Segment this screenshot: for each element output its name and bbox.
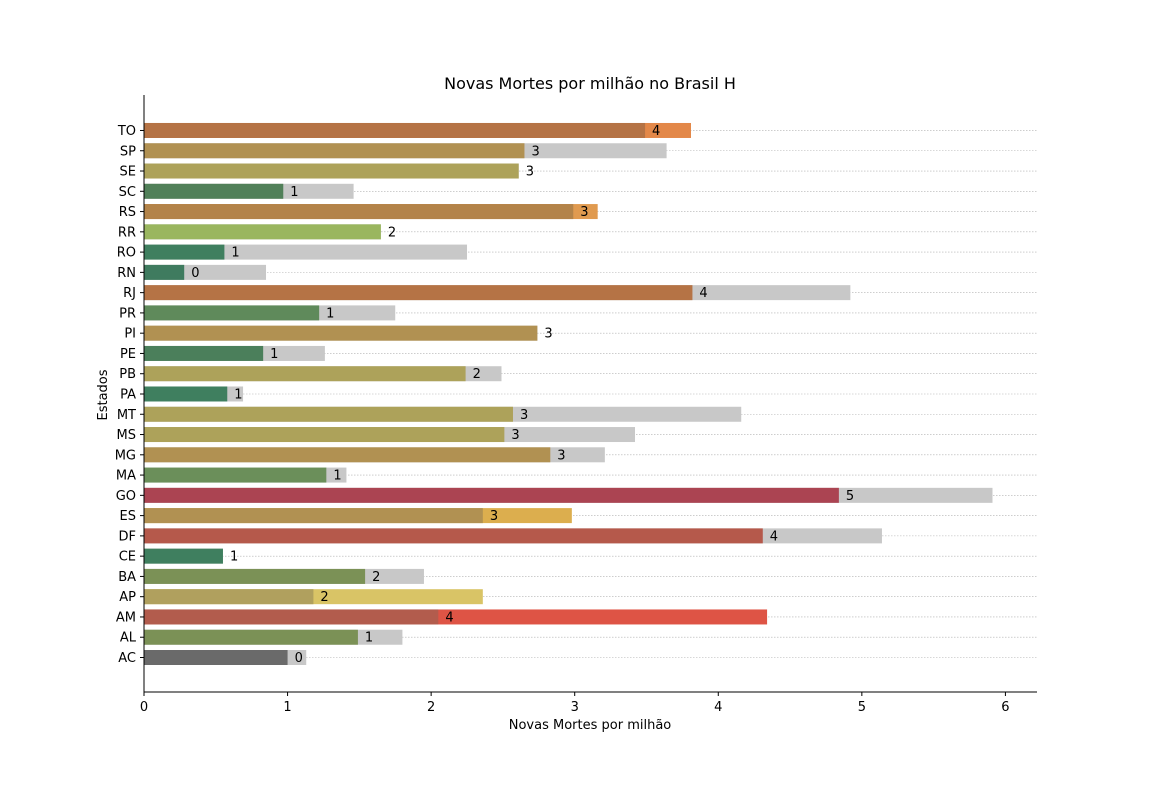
bar-current-ac — [144, 650, 288, 665]
bar-current-ap — [144, 589, 314, 605]
bar-current-ba — [144, 568, 366, 584]
y-tick-label-pr: PR — [119, 306, 136, 321]
y-tick-label-pb: PB — [119, 367, 136, 382]
bar-current-pe — [144, 345, 264, 361]
y-tick-label-sc: SC — [119, 185, 136, 200]
data-label-ac: 0 — [295, 651, 303, 666]
bar-current-pr — [144, 305, 320, 321]
bar-current-go — [144, 487, 839, 503]
data-label-ma: 1 — [333, 469, 341, 484]
data-label-es: 3 — [490, 509, 498, 524]
y-tick-label-mt: MT — [117, 408, 136, 423]
data-label-ms: 3 — [511, 428, 519, 443]
current-bars — [144, 122, 839, 665]
bar-current-mt — [144, 406, 513, 422]
x-axis-label: Novas Mortes por milhão — [509, 718, 672, 733]
data-label-pa: 1 — [234, 387, 242, 402]
y-tick-label-ma: MA — [116, 469, 136, 484]
data-label-rs: 3 — [580, 205, 588, 220]
y-tick-label-df: DF — [119, 529, 137, 544]
y-tick-label-go: GO — [116, 489, 136, 504]
bar-current-am — [144, 609, 439, 625]
bar-current-ms — [144, 427, 505, 443]
data-label-ap: 2 — [320, 590, 328, 605]
data-label-se: 3 — [526, 165, 534, 180]
x-tick-label-6: 6 — [1001, 700, 1009, 715]
data-label-am: 4 — [445, 610, 453, 625]
y-tick-label-am: AM — [116, 610, 136, 625]
data-label-df: 4 — [770, 529, 778, 544]
y-tick-label-sp: SP — [120, 144, 136, 159]
y-tick-label-mg: MG — [115, 448, 136, 463]
bar-current-es — [144, 508, 483, 524]
y-tick-label-al: AL — [120, 631, 137, 646]
bar-current-rs — [144, 204, 574, 220]
y-tick-label-rs: RS — [119, 205, 136, 220]
y-tick-label-se: SE — [120, 165, 136, 180]
bar-current-sc — [144, 183, 284, 199]
y-tick-label-pa: PA — [120, 387, 136, 402]
data-label-sp: 3 — [531, 144, 539, 159]
bar-current-rr — [144, 224, 381, 240]
bar-current-rn — [144, 264, 185, 280]
x-tick-label-5: 5 — [858, 700, 866, 715]
data-label-ro: 1 — [231, 246, 239, 261]
data-label-ba: 2 — [372, 570, 380, 585]
y-tick-label-rr: RR — [118, 225, 136, 240]
data-label-rj: 4 — [699, 286, 707, 301]
bar-current-sp — [144, 143, 525, 159]
data-label-rn: 0 — [191, 266, 199, 281]
bar-previous-ro — [144, 244, 468, 260]
data-label-sc: 1 — [290, 185, 298, 200]
y-tick-label-ac: AC — [118, 651, 136, 666]
y-axis-ticks: AC AL AM AP BA CE DF ES GO MA MG MS MT PA PB PE PI PR RJ RN… — [115, 124, 144, 666]
bar-current-ce — [144, 548, 223, 564]
bar-current-pb — [144, 366, 466, 382]
data-label-al: 1 — [365, 631, 373, 646]
bar-current-to — [144, 122, 646, 138]
data-label-go: 5 — [846, 489, 854, 504]
bar-current-pa — [144, 386, 228, 402]
y-tick-label-ba: BA — [118, 570, 136, 585]
y-tick-label-ap: AP — [119, 590, 136, 605]
x-tick-label-1: 1 — [283, 700, 291, 715]
y-tick-label-ro: RO — [117, 246, 136, 261]
data-label-pi: 3 — [544, 327, 552, 342]
x-tick-label-3: 3 — [571, 700, 579, 715]
x-tick-label-0: 0 — [140, 700, 148, 715]
bar-current-pi — [144, 325, 538, 341]
bar-current-ro — [144, 244, 225, 260]
chart-title: Novas Mortes por milhão no Brasil H — [444, 74, 736, 93]
bar-current-rj — [144, 285, 693, 301]
bar-current-ma — [144, 467, 327, 483]
x-axis-ticks: 0 1 2 3 4 5 6 — [140, 692, 1010, 715]
bar-current-se — [144, 163, 519, 179]
y-tick-label-pe: PE — [120, 347, 136, 362]
data-label-mt: 3 — [520, 408, 528, 423]
data-label-pr: 1 — [326, 306, 334, 321]
bar-current-al — [144, 629, 358, 645]
bar-current-df — [144, 528, 763, 544]
data-label-ce: 1 — [230, 550, 238, 565]
data-label-pb: 2 — [473, 367, 481, 382]
y-tick-label-to: TO — [117, 124, 136, 139]
x-tick-label-4: 4 — [714, 700, 722, 715]
data-label-to: 4 — [652, 124, 660, 139]
y-tick-label-es: ES — [120, 509, 136, 524]
data-label-rr: 2 — [388, 225, 396, 240]
y-tick-label-ms: MS — [117, 428, 136, 443]
y-tick-label-rn: RN — [117, 266, 136, 281]
bar-current-mg — [144, 447, 551, 463]
y-tick-label-pi: PI — [124, 327, 136, 342]
grid-lines — [144, 130, 1037, 658]
data-label-mg: 3 — [557, 448, 565, 463]
data-label-pe: 1 — [270, 347, 278, 362]
x-tick-label-2: 2 — [427, 700, 435, 715]
y-axis-label: Estados — [96, 369, 111, 420]
y-tick-label-rj: RJ — [123, 286, 136, 301]
y-tick-label-ce: CE — [119, 550, 136, 565]
